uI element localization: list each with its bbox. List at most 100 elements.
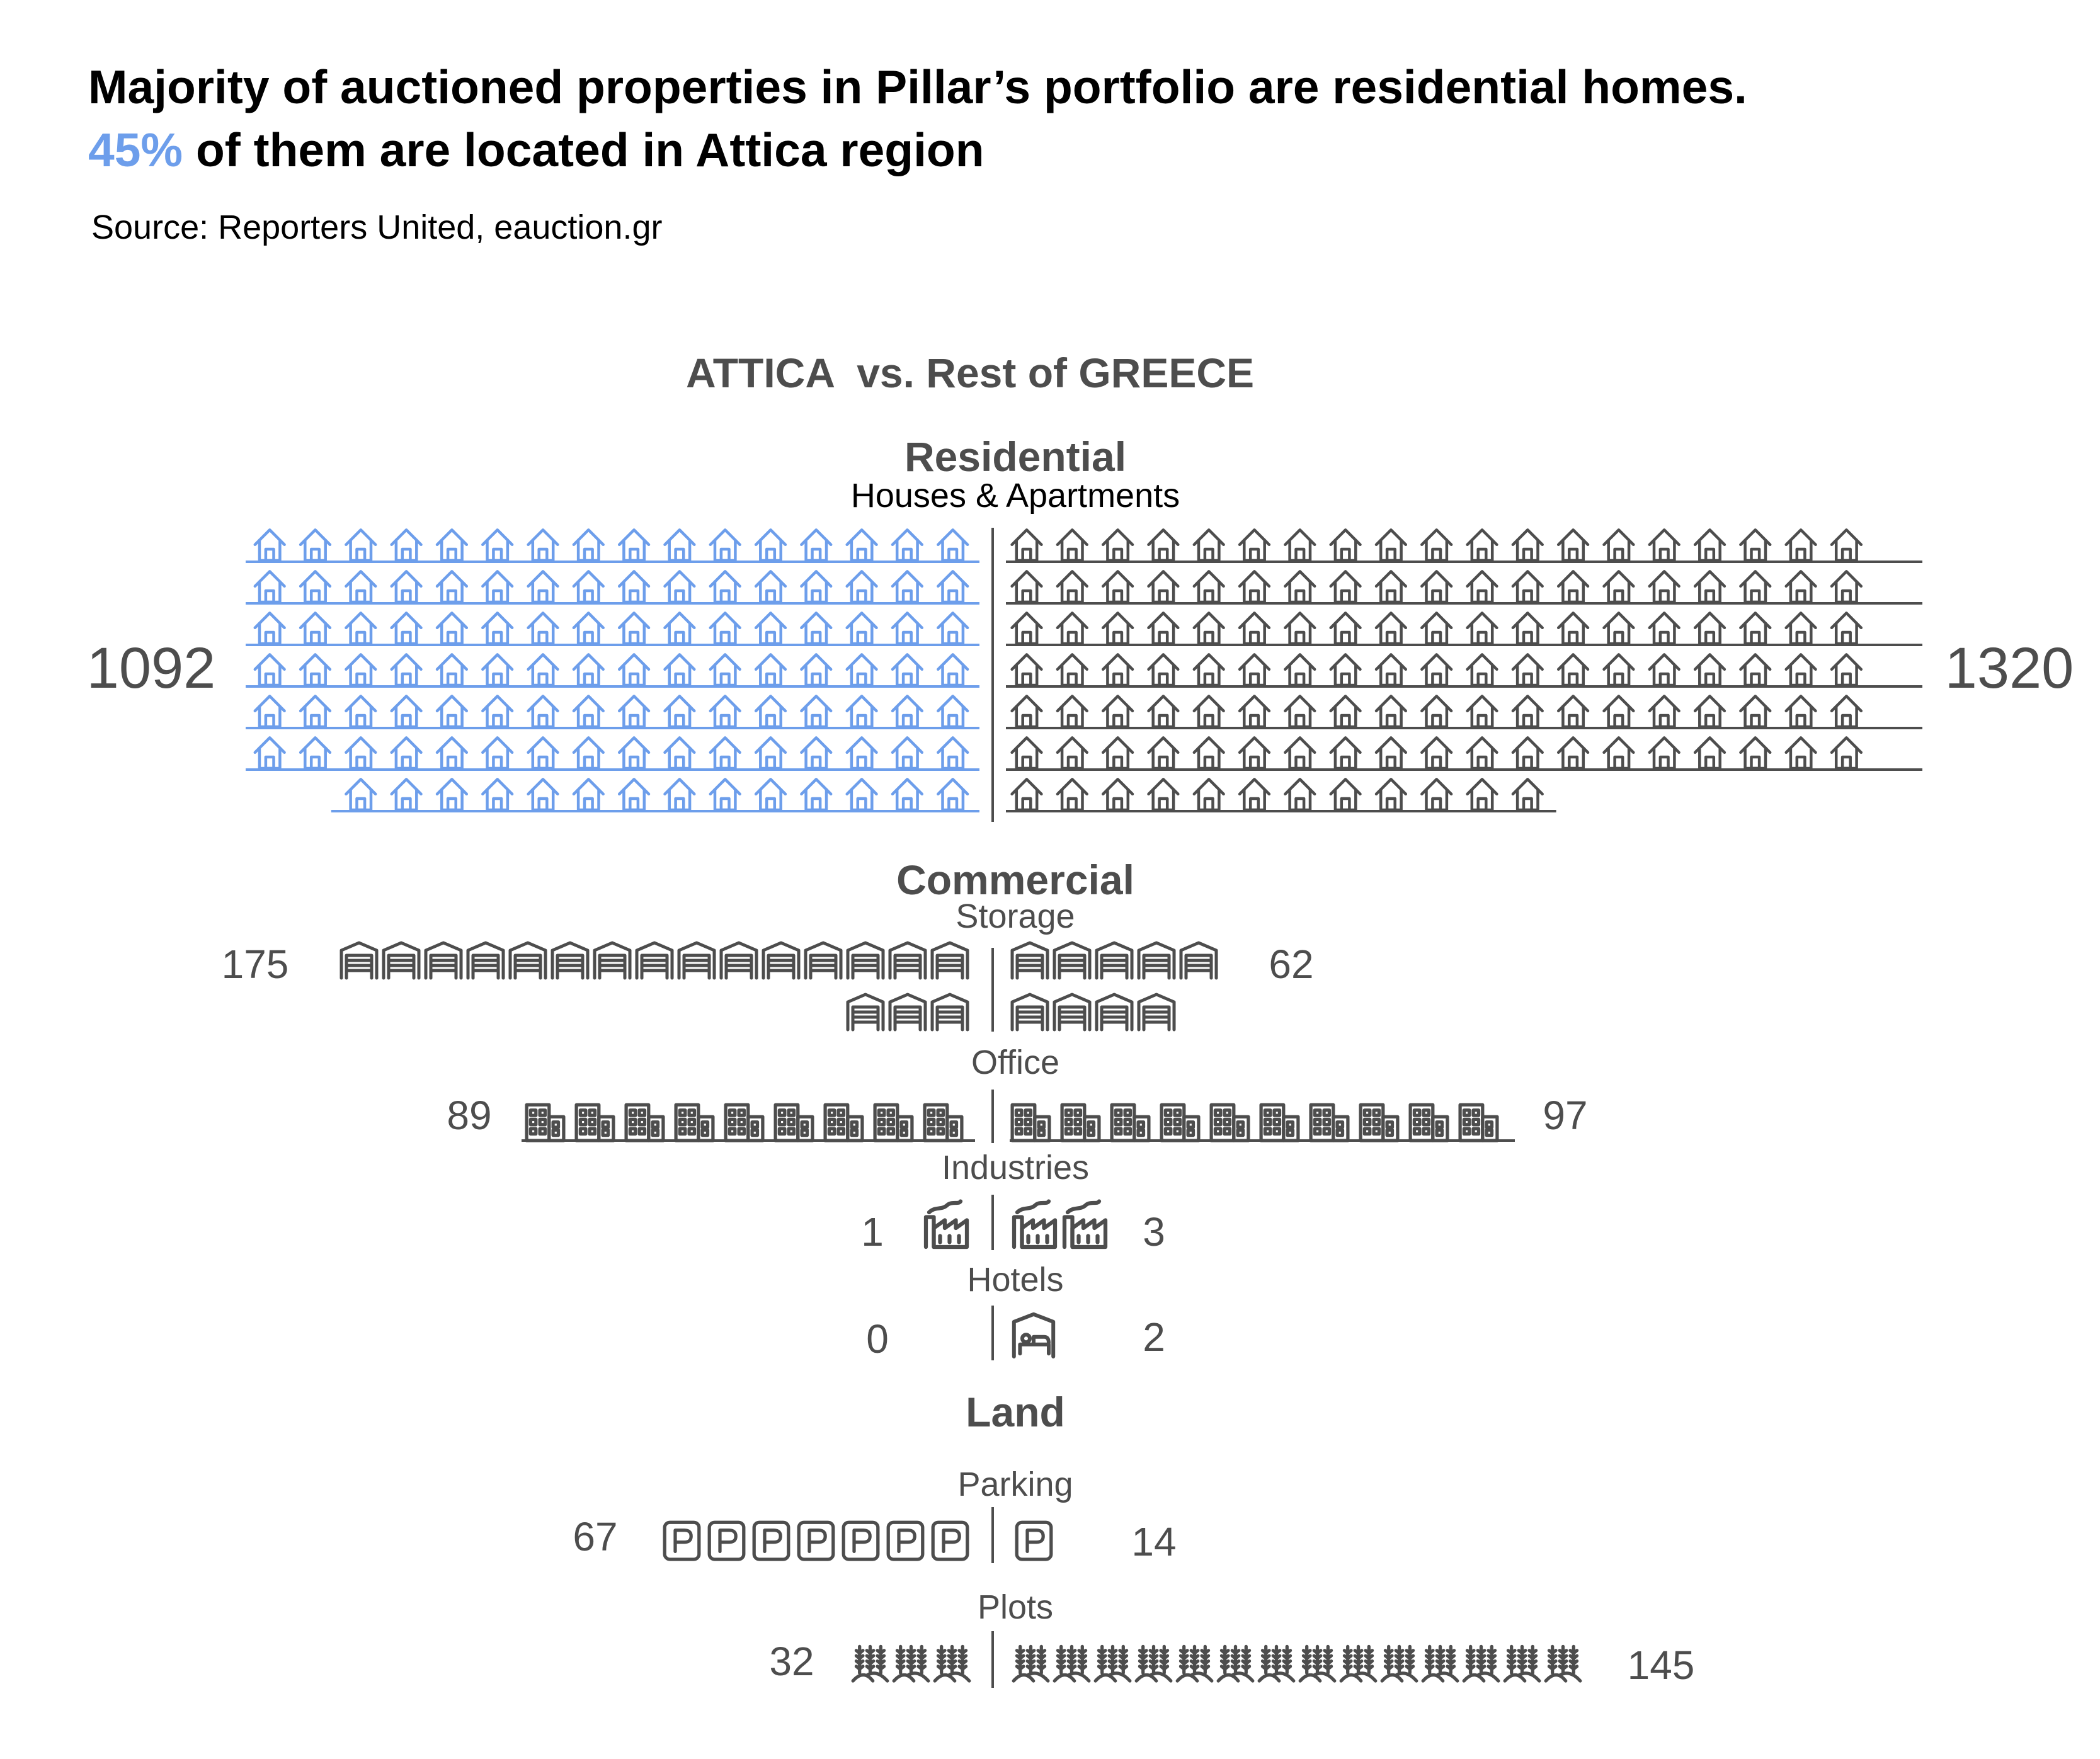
house-icon-attica	[299, 570, 332, 604]
house-icon-attica	[663, 528, 696, 562]
warehouse-icon-attica	[846, 941, 885, 980]
house-icon-rest	[1511, 778, 1544, 812]
house-icon-rest	[1648, 528, 1681, 562]
house-icon-attica	[527, 736, 559, 770]
house-icon-attica	[481, 736, 514, 770]
factory-icon-attica	[923, 1199, 969, 1250]
house-icon-rest	[1466, 528, 1498, 562]
warehouse-icon-rest	[1179, 941, 1218, 980]
house-icon-rest	[1648, 612, 1681, 646]
house-icon-attica	[345, 778, 377, 812]
house-icon-attica	[572, 736, 605, 770]
parking-icon-attica	[752, 1520, 790, 1561]
subgroup-label-plots: Plots	[978, 1588, 1053, 1626]
house-icon-attica	[617, 695, 651, 729]
warehouse-icon-rest	[1053, 993, 1092, 1032]
house-icon-attica	[572, 528, 605, 562]
house-icon-rest	[1374, 653, 1408, 687]
bed-icon-rest	[1012, 1312, 1056, 1359]
house-icon-attica	[845, 528, 878, 562]
house-icon-rest	[1192, 778, 1225, 812]
house-icon-rest	[1784, 570, 1817, 604]
office-building-icon-rest	[1359, 1103, 1400, 1142]
house-icon-rest	[1511, 570, 1544, 604]
office-building-icon-attica	[823, 1103, 864, 1142]
house-icon-rest	[1329, 570, 1362, 604]
value-attica-industries: 1	[861, 1209, 884, 1255]
house-icon-attica	[527, 570, 559, 604]
house-icon-attica	[937, 612, 969, 646]
office-building-icon-rest	[1010, 1103, 1051, 1142]
house-icon-attica	[253, 570, 286, 604]
parking-icon-rest	[1015, 1520, 1053, 1561]
office-building-icon-rest	[1309, 1103, 1350, 1142]
house-icon-rest	[1784, 612, 1817, 646]
house-icon-rest	[1739, 653, 1772, 687]
house-icon-attica	[435, 695, 469, 729]
wheat-field-icon-rest	[1421, 1644, 1459, 1683]
office-building-icon-attica	[724, 1103, 765, 1142]
house-icon-attica	[845, 736, 878, 770]
wheat-field-icon-rest	[1257, 1644, 1296, 1683]
office-building-icon-rest	[1408, 1103, 1449, 1142]
subgroup-label-hotels: Hotels	[967, 1261, 1063, 1299]
house-icon-attica	[345, 570, 377, 604]
house-icon-rest	[1556, 695, 1590, 729]
house-icon-attica	[527, 778, 559, 812]
house-icon-rest	[1056, 695, 1088, 729]
house-icon-rest	[1466, 653, 1498, 687]
subgroup-label-houses: Houses & Apartments	[851, 477, 1180, 515]
warehouse-icon-attica	[762, 941, 801, 980]
wheat-field-icon-rest	[1339, 1644, 1378, 1683]
house-icon-attica	[617, 778, 651, 812]
house-icon-rest	[1238, 528, 1271, 562]
house-icon-attica	[299, 736, 332, 770]
house-icon-attica	[663, 570, 696, 604]
house-icon-attica	[481, 653, 514, 687]
house-icon-rest	[1284, 612, 1316, 646]
house-icon-attica	[709, 653, 741, 687]
group-title-land: Land	[966, 1389, 1065, 1435]
house-icon-rest	[1739, 736, 1772, 770]
house-icon-attica	[253, 528, 286, 562]
house-icon-attica	[754, 653, 787, 687]
house-icon-attica	[709, 528, 741, 562]
house-icon-rest	[1466, 736, 1498, 770]
house-icon-rest	[1556, 736, 1590, 770]
wheat-field-icon-rest	[1544, 1644, 1582, 1683]
house-icon-rest	[1010, 528, 1043, 562]
warehouse-icon-attica	[888, 941, 927, 980]
house-icon-rest	[1602, 736, 1635, 770]
house-icon-attica	[345, 653, 377, 687]
office-building-icon-rest	[1060, 1103, 1101, 1142]
house-icon-attica	[435, 612, 469, 646]
parking-icon-attica	[797, 1520, 835, 1561]
subgroup-label-industries: Industries	[942, 1149, 1089, 1187]
house-icon-attica	[345, 695, 377, 729]
house-icon-attica	[617, 612, 651, 646]
house-icon-rest	[1602, 528, 1635, 562]
house-icon-rest	[1284, 570, 1316, 604]
house-icon-attica	[481, 695, 514, 729]
house-icon-attica	[754, 570, 787, 604]
house-icon-attica	[800, 695, 833, 729]
house-icon-rest	[1556, 612, 1590, 646]
house-icon-attica	[663, 695, 696, 729]
house-icon-rest	[1329, 653, 1362, 687]
house-icon-attica	[891, 528, 924, 562]
house-icon-attica	[754, 695, 787, 729]
house-icon-attica	[390, 695, 423, 729]
house-icon-attica	[800, 528, 833, 562]
wheat-field-icon-attica	[892, 1644, 930, 1683]
value-rest-industries: 3	[1143, 1209, 1165, 1255]
title-line-2: 45% of them are located in Attica region	[88, 118, 1747, 181]
wheat-field-icon-rest	[1380, 1644, 1418, 1683]
house-icon-attica	[937, 778, 969, 812]
house-icon-attica	[390, 736, 423, 770]
chart-heading: ATTICA vs. Rest of GREECE	[686, 350, 1254, 396]
warehouse-icon-attica	[551, 941, 590, 980]
house-icon-rest	[1284, 778, 1316, 812]
house-icon-rest	[1739, 570, 1772, 604]
house-icon-attica	[435, 736, 469, 770]
house-icon-attica	[845, 612, 878, 646]
